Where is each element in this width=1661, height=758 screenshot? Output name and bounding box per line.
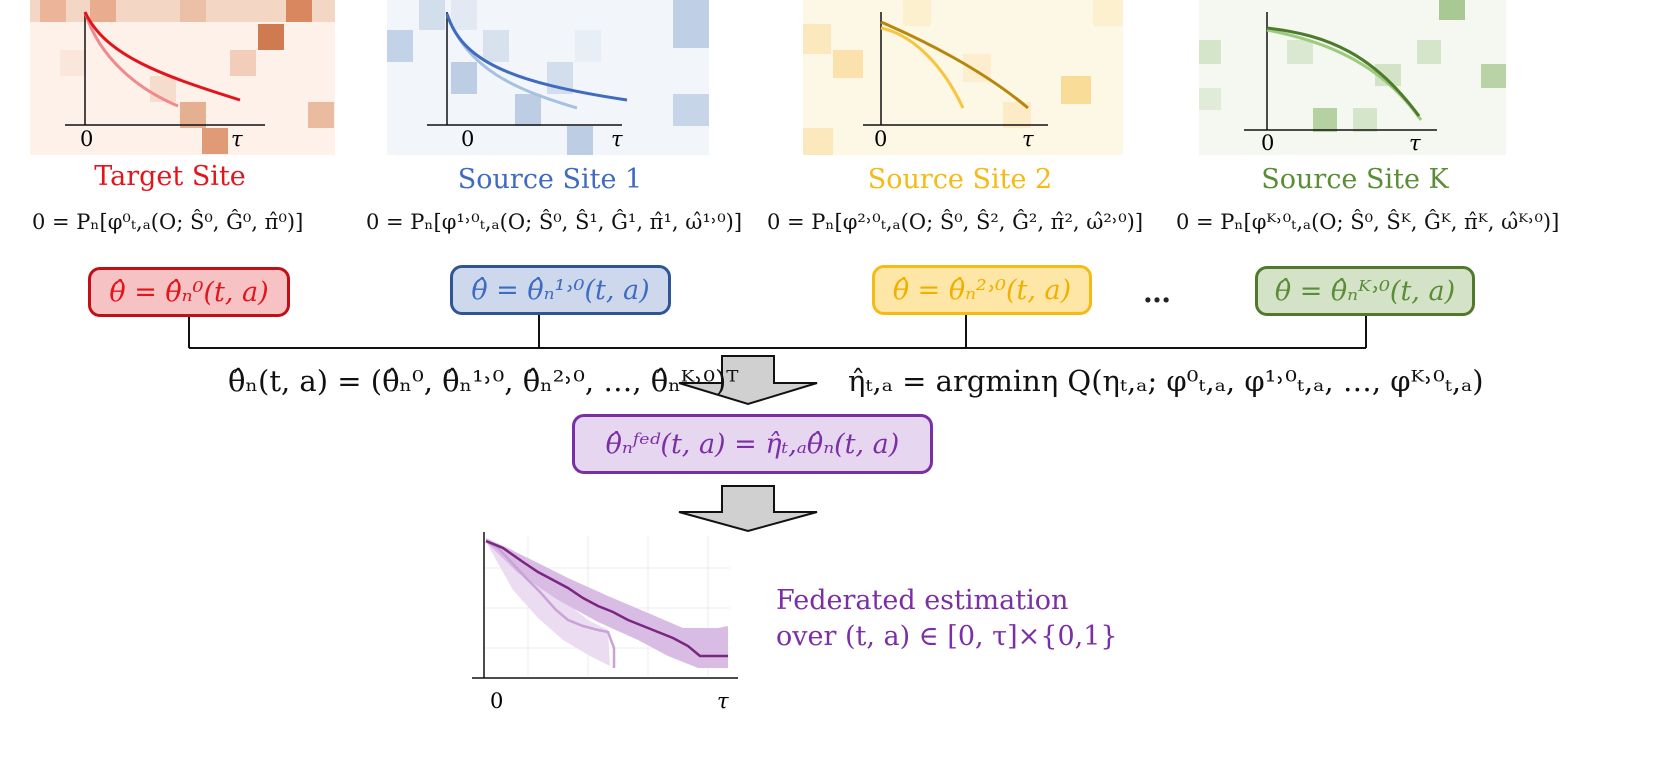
federated-caption-line2: over (t, a) ∈ [0, τ]×{0,1}	[776, 621, 1118, 652]
source2-axis-zero: 0	[874, 127, 888, 151]
source2-curve-dark	[880, 20, 1029, 110]
source-site-k-panel	[1199, 0, 1506, 155]
federated-caption-line1: Federated estimation	[776, 585, 1069, 616]
source1-curve-dark	[445, 13, 628, 102]
source2-curve-light	[880, 26, 965, 109]
sourcek-estimate-box: θ̂ = θ̂ₙᴷ˒⁰(t, a)	[1255, 266, 1475, 316]
down-arrow-2	[678, 485, 818, 533]
federated-survival-plot	[472, 532, 738, 679]
down-arrow-1	[678, 355, 818, 406]
ellipsis: …	[1143, 276, 1171, 309]
target-site-panel	[30, 0, 335, 155]
dark-survival-curve	[485, 539, 728, 658]
federated-estimate-box: θ̂ₙᶠᵉᵈ(t, a) = η̂ₜ,ₐθ̂ₙ(t, a)	[572, 414, 933, 474]
target-axis-tau: τ	[231, 127, 243, 151]
source1-axis-tau: τ	[611, 127, 623, 151]
source-site-1-panel	[387, 0, 709, 155]
heatmap-background	[30, 0, 335, 155]
source-site-2-label: Source Site 2	[867, 164, 1053, 195]
source-site-2-panel	[803, 0, 1123, 155]
bottom-axis-zero: 0	[490, 689, 504, 713]
source1-estimate-box: θ̂ = θ̂ₙ¹˒⁰(t, a)	[450, 265, 671, 315]
heatmap-background	[803, 0, 1123, 155]
target-site-label: Target Site	[94, 161, 246, 192]
source1-equation: 0 = Pₙ[φ¹˒⁰ₜ,ₐ(O; Ŝ⁰, Ŝ¹, Ĝ¹, π̂¹, ω̂¹˒⁰…	[366, 210, 743, 234]
light-survival-curve	[485, 539, 616, 668]
source-site-1-label: Source Site 1	[457, 164, 643, 195]
target-equation: 0 = Pₙ[φ⁰ₜ,ₐ(O; Ŝ⁰, Ĝ⁰, π̂⁰)]	[32, 210, 304, 234]
sourcek-equation: 0 = Pₙ[φᴷ˒⁰ₜ,ₐ(O; Ŝ⁰, Ŝᴷ, Ĝᴷ, π̂ᴷ, ω̂ᴷ˒⁰…	[1176, 210, 1560, 234]
bottom-axis-tau: τ	[717, 689, 729, 713]
source2-equation: 0 = Pₙ[φ²˒⁰ₜ,ₐ(O; Ŝ⁰, Ŝ², Ĝ², π̂², ω̂²˒⁰…	[767, 210, 1144, 234]
sourcek-axis-zero: 0	[1261, 131, 1275, 155]
theta-vector-equation: θ̂ₙ(t, a) = (θ̂ₙ⁰, θ̂ₙ¹˒⁰, θ̂ₙ²˒⁰, …, θ̂…	[228, 364, 739, 398]
sourcek-axis-tau: τ	[1409, 131, 1421, 155]
eta-argmin-equation: η̂ₜ,ₐ = argminη Q(ηₜ,ₐ; φ⁰ₜ,ₐ, φ¹˒⁰ₜ,ₐ, …	[848, 364, 1484, 398]
target-curve-dark	[83, 11, 241, 102]
target-curve-light	[83, 11, 179, 108]
heatmap-background	[1199, 0, 1506, 155]
source2-axis-tau: τ	[1022, 127, 1034, 151]
sourcek-curve-dark	[1266, 26, 1421, 117]
source-site-k-label: Source Site K	[1261, 164, 1449, 195]
source1-axis-zero: 0	[461, 127, 475, 151]
source2-estimate-box: θ̂ = θ̂ₙ²˒⁰(t, a)	[872, 265, 1092, 315]
target-estimate-box: θ̂ = θ̂ₙ⁰(t, a)	[88, 267, 290, 317]
target-axis-zero: 0	[80, 127, 94, 151]
